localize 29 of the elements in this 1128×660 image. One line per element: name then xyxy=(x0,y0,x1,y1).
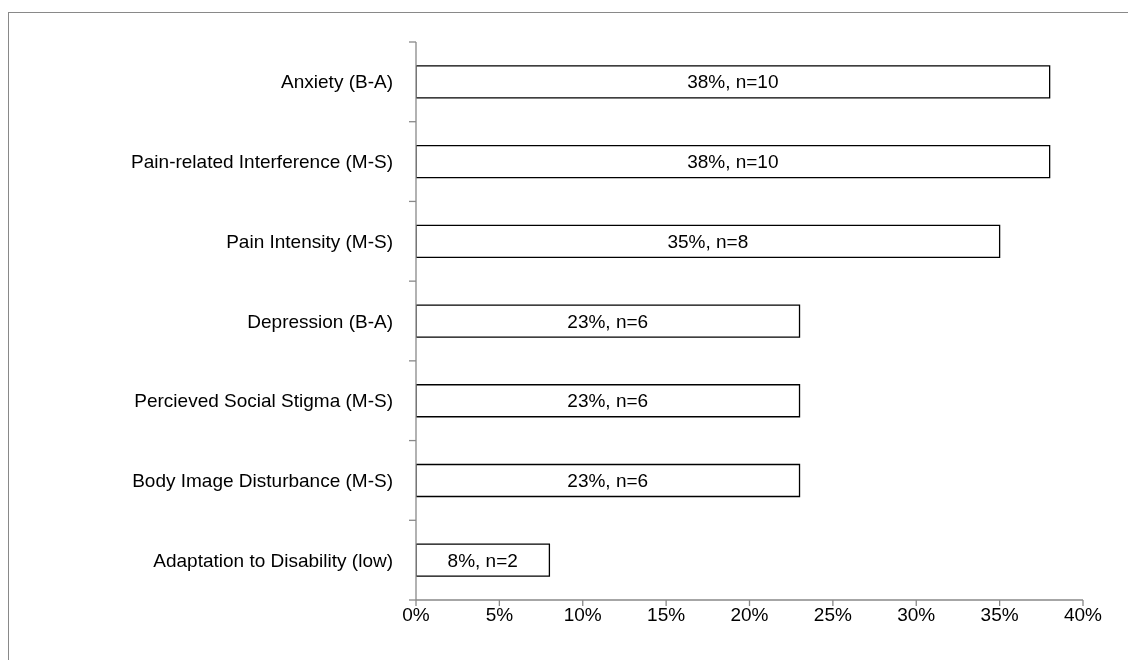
y-tick-label: Body Image Disturbance (M-S) xyxy=(132,469,393,491)
y-tick-label: Depression (B-A) xyxy=(247,310,393,332)
x-tick-label: 35% xyxy=(980,604,1019,626)
data-label: 23%, n=6 xyxy=(567,469,649,491)
x-tick-label: 15% xyxy=(647,604,686,626)
data-label: 23%, n=6 xyxy=(567,390,649,412)
y-tick-label: Pain Intensity (M-S) xyxy=(226,230,393,252)
data-label: 8%, n=2 xyxy=(447,549,518,571)
data-label: 23%, n=6 xyxy=(567,310,649,332)
bar xyxy=(416,224,1001,258)
bar xyxy=(416,384,801,418)
x-tick-label: 20% xyxy=(730,604,769,626)
x-tick-label: 10% xyxy=(563,604,602,626)
x-tick-label: 0% xyxy=(402,604,430,626)
x-tick-label: 25% xyxy=(813,604,852,626)
bar xyxy=(416,304,801,338)
data-label: 38%, n=10 xyxy=(687,151,779,173)
x-tick-label: 30% xyxy=(897,604,936,626)
y-tick-label: Pain-related Interference (M-S) xyxy=(131,151,393,173)
y-tick-label: Percieved Social Stigma (M-S) xyxy=(134,390,393,412)
data-label: 38%, n=10 xyxy=(687,71,779,93)
y-tick-label: Anxiety (B-A) xyxy=(281,71,393,93)
bar xyxy=(416,463,801,498)
data-label: 35%, n=8 xyxy=(667,230,749,252)
x-tick-label: 40% xyxy=(1063,604,1103,626)
y-tick-label: Adaptation to Disability (low) xyxy=(153,549,393,571)
x-tick-label: 5% xyxy=(485,604,514,626)
bar xyxy=(416,65,1051,99)
bar xyxy=(416,144,1051,179)
